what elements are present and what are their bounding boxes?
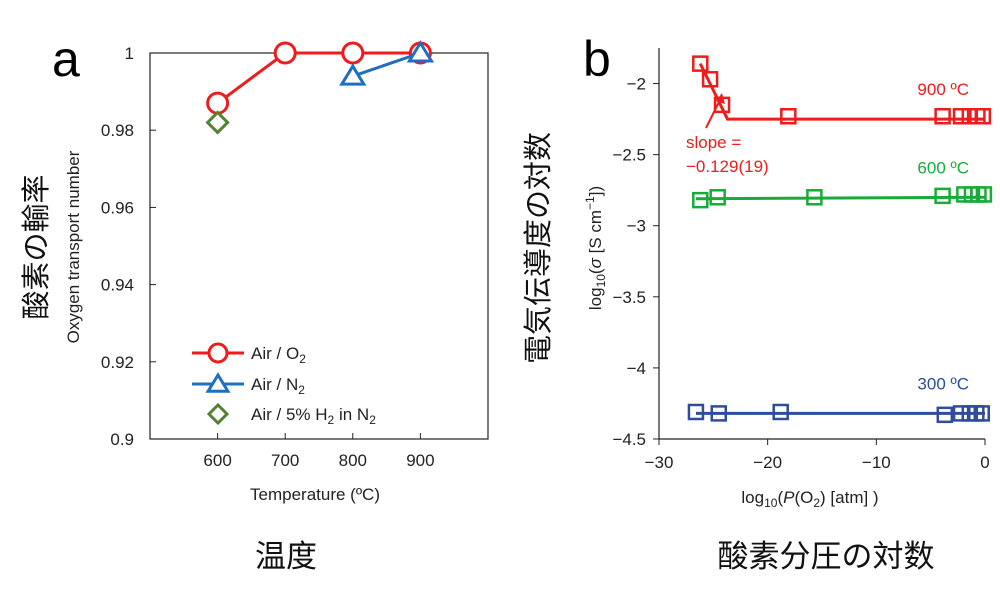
y-tick-label: 0.96	[101, 198, 134, 217]
series-line	[216, 51, 421, 105]
panel-b-series-labels: 900 ºC 600 ºC 300 ºC	[917, 80, 969, 393]
y-tick-label: 1	[125, 44, 134, 63]
legend-item-1: Air / N2	[192, 372, 305, 397]
x-tick-label: −20	[753, 453, 782, 472]
series-2	[205, 110, 230, 135]
data-point	[406, 40, 435, 63]
x-tick-label: 800	[339, 451, 367, 470]
y-tick-label: 0.94	[101, 276, 134, 295]
panel-b-caption-jp: 酸素分圧の対数	[718, 539, 935, 575]
y-tick-label: −3	[627, 217, 646, 236]
slope-annotation-line1: slope =	[686, 133, 741, 152]
series-label: 900 ºC	[917, 80, 969, 99]
y-tick-label: −4.5	[612, 430, 646, 449]
data-point	[687, 403, 705, 421]
y-tick-label: 0.98	[101, 121, 134, 140]
series-label: 600 ºC	[917, 158, 969, 177]
legend-label: Air / 5% H2 in N2	[251, 405, 376, 427]
x-tick-label: −10	[862, 453, 891, 472]
fit-line	[695, 195, 986, 201]
data-point	[934, 187, 951, 205]
panel-a-plot-frame	[149, 52, 489, 440]
data-point	[975, 186, 993, 203]
legend-label: Air / O2	[251, 344, 306, 366]
panel-b-label: b	[583, 31, 611, 87]
data-point	[692, 191, 709, 209]
data-point	[273, 41, 297, 65]
y-tick-label: −2.5	[612, 146, 646, 165]
fit-line	[698, 62, 985, 121]
panel-a-x-axis-label: Temperature (ºC)	[250, 485, 380, 504]
data-point	[973, 405, 990, 422]
x-tick-label: 600	[203, 451, 231, 470]
panel-b-axes	[658, 48, 985, 440]
legend-marker	[205, 372, 231, 393]
panel-a-y-axis-label: Oxygen transport number	[64, 150, 83, 343]
panel-a: a 0.9 0.92 0.94 0.96 0.98 1 600 700 800 900 Temp…	[19, 31, 489, 575]
panel-a-caption-jp: 温度	[255, 539, 317, 575]
data-point	[806, 189, 823, 206]
data-point	[206, 91, 230, 115]
data-point	[205, 110, 230, 135]
panel-b-x-ticks: −30 −20 −10 0	[645, 439, 990, 472]
y-tick-label: −4	[627, 359, 646, 378]
data-point	[341, 41, 365, 65]
legend-label: Air / N2	[251, 375, 305, 397]
panel-a-y-axis-label-jp: 酸素の輸率	[19, 174, 53, 319]
panel-a-label: a	[52, 31, 80, 87]
data-point	[692, 55, 709, 72]
legend-item-0: Air / O2	[192, 342, 306, 366]
series-label: 300 ºC	[917, 374, 969, 393]
data-point	[780, 107, 797, 125]
panel-a-legend: Air / O2 Air / N2 Air / 5% H2 in N2	[192, 342, 376, 427]
x-tick-label: 0	[980, 453, 989, 472]
data-point	[974, 107, 992, 125]
series-1	[339, 40, 435, 86]
y-tick-label: −2	[627, 75, 646, 94]
x-tick-label: 700	[271, 451, 299, 470]
y-tick-label: 0.92	[101, 353, 134, 372]
data-point	[710, 405, 728, 422]
series-1	[692, 186, 993, 209]
series-line	[352, 51, 421, 78]
panel-b-y-ticks: −2 −2.5 −3 −3.5 −4 −4.5	[612, 75, 659, 449]
panel-b-series	[687, 55, 993, 424]
panel-b-x-axis-label: log10(P(O2) [atm] )	[741, 488, 878, 510]
data-point	[772, 403, 789, 421]
legend-item-2: Air / 5% H2 in N2	[206, 402, 376, 427]
series-2	[687, 403, 990, 424]
panel-b-y-axis-label-jp: 電気伝導度の対数	[521, 132, 555, 364]
legend-marker	[206, 402, 230, 426]
x-tick-label: 900	[406, 451, 434, 470]
series-0	[206, 41, 432, 115]
slope-annotation-arrowhead	[716, 93, 725, 104]
data-point	[701, 71, 719, 88]
data-point	[952, 107, 970, 125]
data-point	[709, 189, 726, 206]
series-0	[692, 55, 992, 125]
panel-a-series	[205, 40, 435, 135]
data-point	[934, 107, 951, 125]
slope-annotation-line2: −0.129(19)	[686, 157, 769, 176]
y-tick-label: 0.9	[110, 430, 134, 449]
panel-b-y-axis-label: log10(σ [S cm−1])	[583, 186, 608, 310]
data-point	[936, 406, 954, 424]
panel-a-x-ticks: 600 700 800 900	[203, 433, 435, 470]
data-point	[339, 63, 367, 86]
x-tick-label: −30	[645, 453, 674, 472]
panel-b: b −2 −2.5 −3 −3.5 −4 −4.5 −30 −20 −10 0 900 ºC 60…	[521, 31, 993, 575]
panel-a-y-ticks: 0.9 0.92 0.94 0.96 0.98 1	[101, 44, 156, 449]
y-tick-label: −3.5	[612, 288, 646, 307]
legend-marker	[207, 342, 229, 364]
